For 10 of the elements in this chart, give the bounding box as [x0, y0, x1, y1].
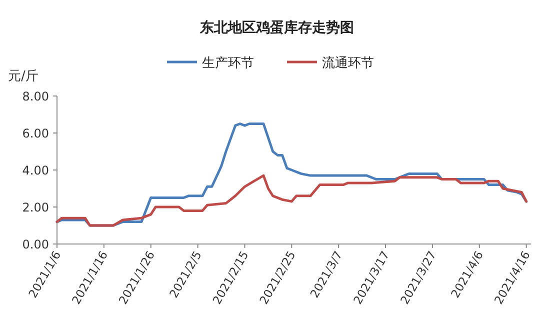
- y-tick-label: 0.00: [22, 238, 49, 252]
- legend-label: 流通环节: [322, 55, 374, 71]
- y-tick-label: 6.00: [22, 126, 49, 140]
- y-tick-label: 4.00: [22, 164, 49, 178]
- y-tick-label: 2.00: [22, 200, 49, 214]
- y-axis-title: 元/斤: [8, 69, 38, 84]
- line-series: [56, 174, 528, 227]
- chart-title: 东北地区鸡蛋库存走势图: [199, 19, 354, 36]
- legend-label: 生产环节: [202, 56, 254, 71]
- y-tick-label: 8.00: [22, 90, 49, 104]
